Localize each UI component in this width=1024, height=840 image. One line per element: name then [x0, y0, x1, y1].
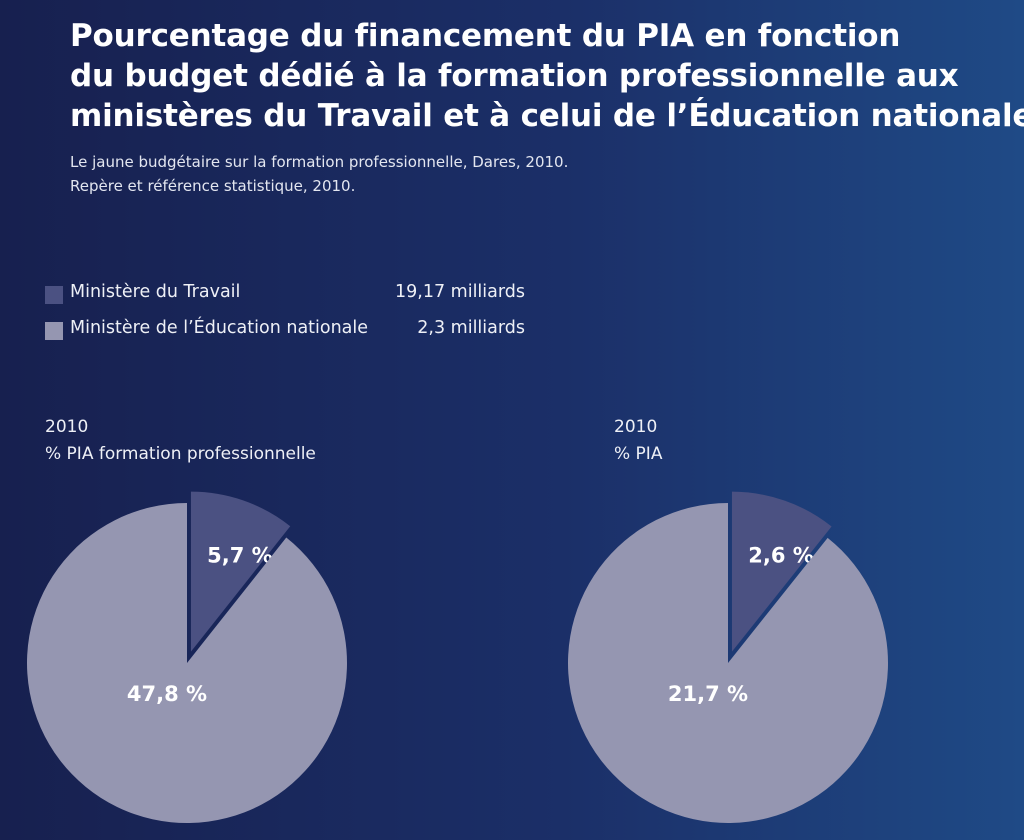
pie-1-year: 2010: [45, 417, 89, 437]
pie-1-slice-2: [27, 503, 348, 824]
pie-1-label-1: 5,7 %: [207, 543, 273, 567]
pie-1-label-2: 47,8 %: [127, 682, 207, 706]
pie-2-heading: 2010 % PIA: [614, 414, 662, 468]
title-line: ministères du Travail et à celui de l’Éd…: [70, 98, 1024, 134]
pie-2-label-1: 2,6 %: [748, 543, 814, 567]
source-line: Le jaune budgétaire sur la formation pro…: [70, 153, 569, 171]
legend-label: Ministère du Travail: [70, 282, 241, 302]
pie-2-slice-2: [568, 503, 888, 824]
legend-value: 2,3 milliards: [417, 318, 525, 338]
title-line: Pourcentage du financement du PIA en fon…: [70, 18, 901, 54]
chart-title: Pourcentage du financement du PIA en fon…: [70, 16, 1024, 136]
legend-label: Ministère de l’Éducation nationale: [70, 318, 369, 338]
pie-2-label-2: 21,7 %: [668, 682, 748, 706]
source-line: Repère et référence statistique, 2010.: [70, 177, 356, 195]
legend-value: 19,17 milliards: [395, 282, 525, 302]
pie-1-slice-1: [190, 491, 291, 652]
pie-2-slice-1: [731, 491, 832, 652]
pie-1-heading: 2010 % PIA formation professionnelle: [45, 414, 316, 468]
legend-swatch: [45, 286, 63, 304]
pie-1-subtitle: % PIA formation professionnelle: [45, 444, 316, 464]
pie-2-subtitle: % PIA: [614, 444, 663, 464]
source-note: Le jaune budgétaire sur la formation pro…: [70, 150, 568, 198]
legend-swatch: [45, 322, 63, 340]
title-line: du budget dédié à la formation professio…: [70, 58, 959, 94]
pie-2-year: 2010: [614, 417, 658, 437]
